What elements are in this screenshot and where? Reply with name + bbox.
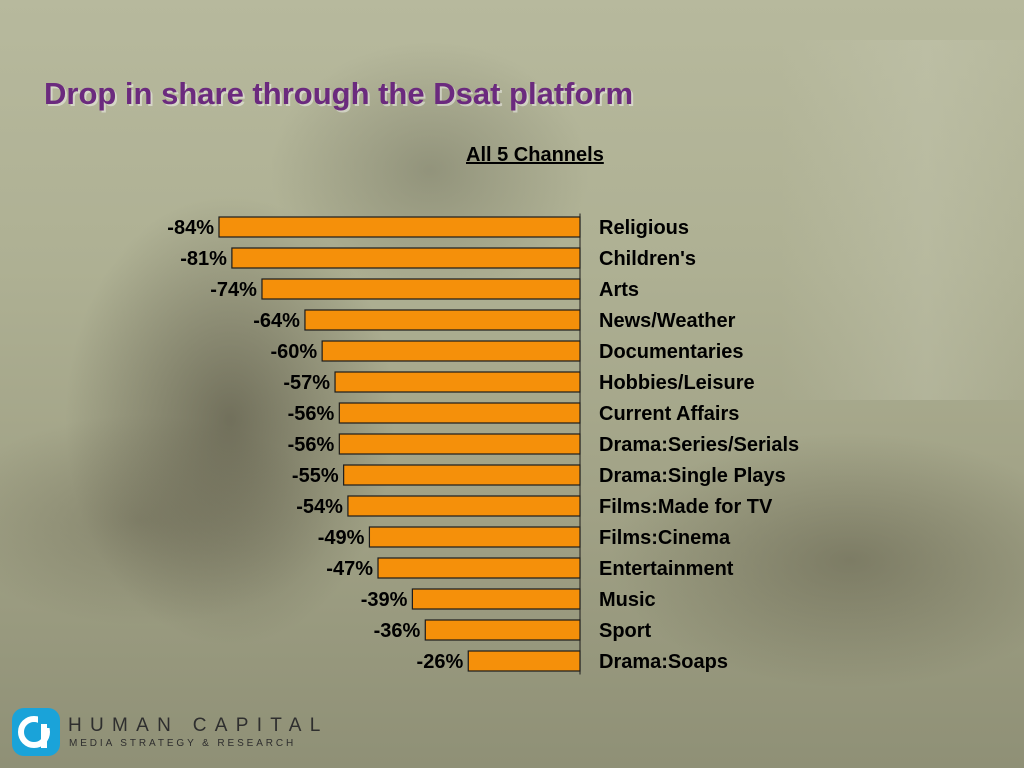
bar xyxy=(218,216,581,238)
category-label: Religious xyxy=(599,217,689,239)
page-title: Drop in share through the Dsat platform xyxy=(44,76,634,111)
category-label: News/Weather xyxy=(599,310,736,332)
data-label: -47% xyxy=(326,558,373,580)
category-label: Drama:Soaps xyxy=(599,651,728,673)
data-label: -36% xyxy=(374,620,421,642)
bar xyxy=(338,402,581,424)
data-label: -60% xyxy=(270,341,317,363)
category-label: Entertainment xyxy=(599,558,734,580)
category-label: Drama:Series/Serials xyxy=(599,434,799,456)
category-label: Children's xyxy=(599,248,696,270)
logo-name: HUMAN CAPITAL xyxy=(68,715,329,736)
data-label: -57% xyxy=(283,372,330,394)
category-label: Films:Made for TV xyxy=(599,496,773,518)
bar xyxy=(261,278,581,300)
bar xyxy=(321,340,581,362)
company-logo: HUMAN CAPITAL MEDIA STRATEGY & RESEARCH xyxy=(12,708,352,760)
data-label: -84% xyxy=(167,217,214,239)
bar xyxy=(347,495,581,517)
category-label: Current Affairs xyxy=(599,403,739,425)
bar xyxy=(424,619,581,641)
category-label: Arts xyxy=(599,279,639,301)
bar xyxy=(467,650,581,672)
data-label: -54% xyxy=(296,496,343,518)
bar xyxy=(304,309,581,331)
data-label: -81% xyxy=(180,248,227,270)
data-label: -49% xyxy=(318,527,365,549)
data-label: -39% xyxy=(361,589,408,611)
category-label: Drama:Single Plays xyxy=(599,465,786,487)
category-label: Documentaries xyxy=(599,341,744,363)
bar xyxy=(377,557,581,579)
bar xyxy=(368,526,581,548)
data-label: -56% xyxy=(288,434,335,456)
data-label: -55% xyxy=(292,465,339,487)
background-window-light xyxy=(780,40,1024,400)
data-label: -56% xyxy=(288,403,335,425)
chart-subtitle: All 5 Channels xyxy=(466,144,604,166)
logo-icon xyxy=(12,708,60,756)
logo-tagline: MEDIA STRATEGY & RESEARCH xyxy=(69,738,297,749)
bar xyxy=(343,464,581,486)
bar xyxy=(338,433,581,455)
category-label: Films:Cinema xyxy=(599,527,731,549)
data-label: -64% xyxy=(253,310,300,332)
data-label: -74% xyxy=(210,279,257,301)
category-label: Hobbies/Leisure xyxy=(599,372,755,394)
category-label: Music xyxy=(599,589,656,611)
bar xyxy=(411,588,581,610)
data-label: -26% xyxy=(417,651,464,673)
bar xyxy=(334,371,581,393)
bar xyxy=(231,247,581,269)
category-label: Sport xyxy=(599,620,652,642)
